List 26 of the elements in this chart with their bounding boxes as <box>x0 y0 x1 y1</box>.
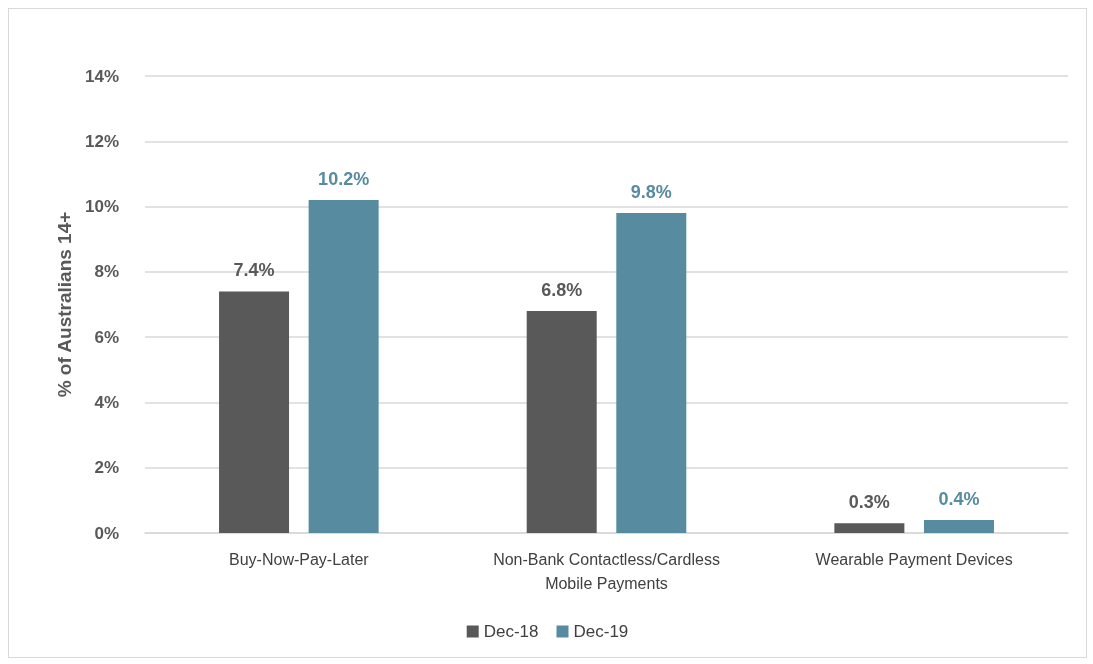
y-tick-label: 2% <box>94 458 119 478</box>
data-label: 6.8% <box>541 280 583 301</box>
data-label: 0.4% <box>938 488 980 509</box>
y-tick-label: 0% <box>94 523 119 543</box>
x-tick-label: Buy-Now-Pay-Later <box>229 550 370 568</box>
data-label: 7.4% <box>233 260 275 281</box>
y-axis-title: % of Australians 14+ <box>54 211 76 398</box>
y-tick-label: 10% <box>84 197 119 217</box>
bar <box>834 523 905 533</box>
x-tick-label: Wearable Payment Devices <box>815 550 1013 568</box>
legend-label: Dec-18 <box>483 622 539 641</box>
legend-label: Dec-19 <box>573 622 629 641</box>
bar <box>308 200 379 533</box>
data-label: 10.2% <box>318 169 370 190</box>
y-tick-label: 6% <box>94 327 119 347</box>
bar <box>526 311 597 533</box>
bar <box>923 519 994 533</box>
x-tick-label: Non-Bank Contactless/Cardless Mobile Payments <box>493 550 720 592</box>
y-tick-label: 8% <box>94 262 119 282</box>
y-tick-label: 4% <box>94 392 119 412</box>
y-tick-label: 14% <box>84 66 119 86</box>
data-label: 0.3% <box>848 492 890 513</box>
bar <box>219 291 290 533</box>
y-tick-label: 12% <box>84 131 119 151</box>
bar <box>616 213 687 533</box>
data-label: 9.8% <box>630 182 672 203</box>
